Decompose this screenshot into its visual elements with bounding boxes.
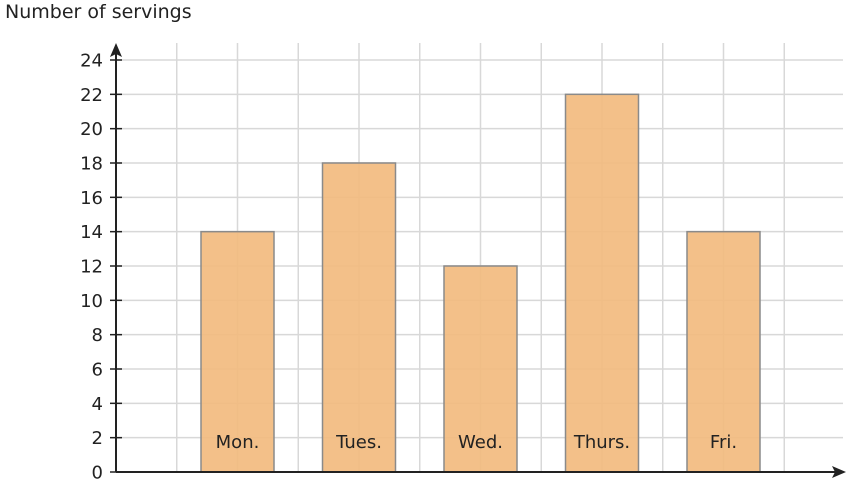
y-tick-label: 0 xyxy=(92,463,103,484)
bar-fri xyxy=(686,230,761,473)
bars xyxy=(200,93,761,473)
x-category-label: Thurs. xyxy=(573,432,630,453)
bar-wed xyxy=(443,265,518,473)
x-category-label: Mon. xyxy=(216,432,260,453)
y-tick-label: 12 xyxy=(80,257,103,278)
y-axis-title: Number of servings xyxy=(5,1,192,23)
y-tick-label: 24 xyxy=(80,51,103,72)
x-axis-arrow xyxy=(832,466,846,478)
axes xyxy=(110,43,846,478)
y-tick-label: 4 xyxy=(92,394,103,415)
y-tick-label: 16 xyxy=(80,188,103,209)
y-axis-arrow xyxy=(110,43,122,57)
y-tick-label: 6 xyxy=(92,360,103,381)
y-tick-label: 10 xyxy=(80,291,103,312)
x-category-label: Wed. xyxy=(458,432,503,453)
y-tick-label: 20 xyxy=(80,119,103,140)
x-category-label: Fri. xyxy=(710,432,737,453)
y-tick-label: 18 xyxy=(80,154,103,175)
y-tick-label: 8 xyxy=(92,325,103,346)
y-tick-label: 2 xyxy=(92,428,103,449)
x-axis-labels: Mon. Tues. Wed. Thurs. Fri. xyxy=(216,432,737,453)
bar-thurs xyxy=(564,93,640,473)
y-tick-label: 22 xyxy=(80,85,103,106)
x-category-label: Tues. xyxy=(335,432,382,453)
bar-tues xyxy=(321,162,397,473)
y-tick-label: 14 xyxy=(80,222,103,243)
